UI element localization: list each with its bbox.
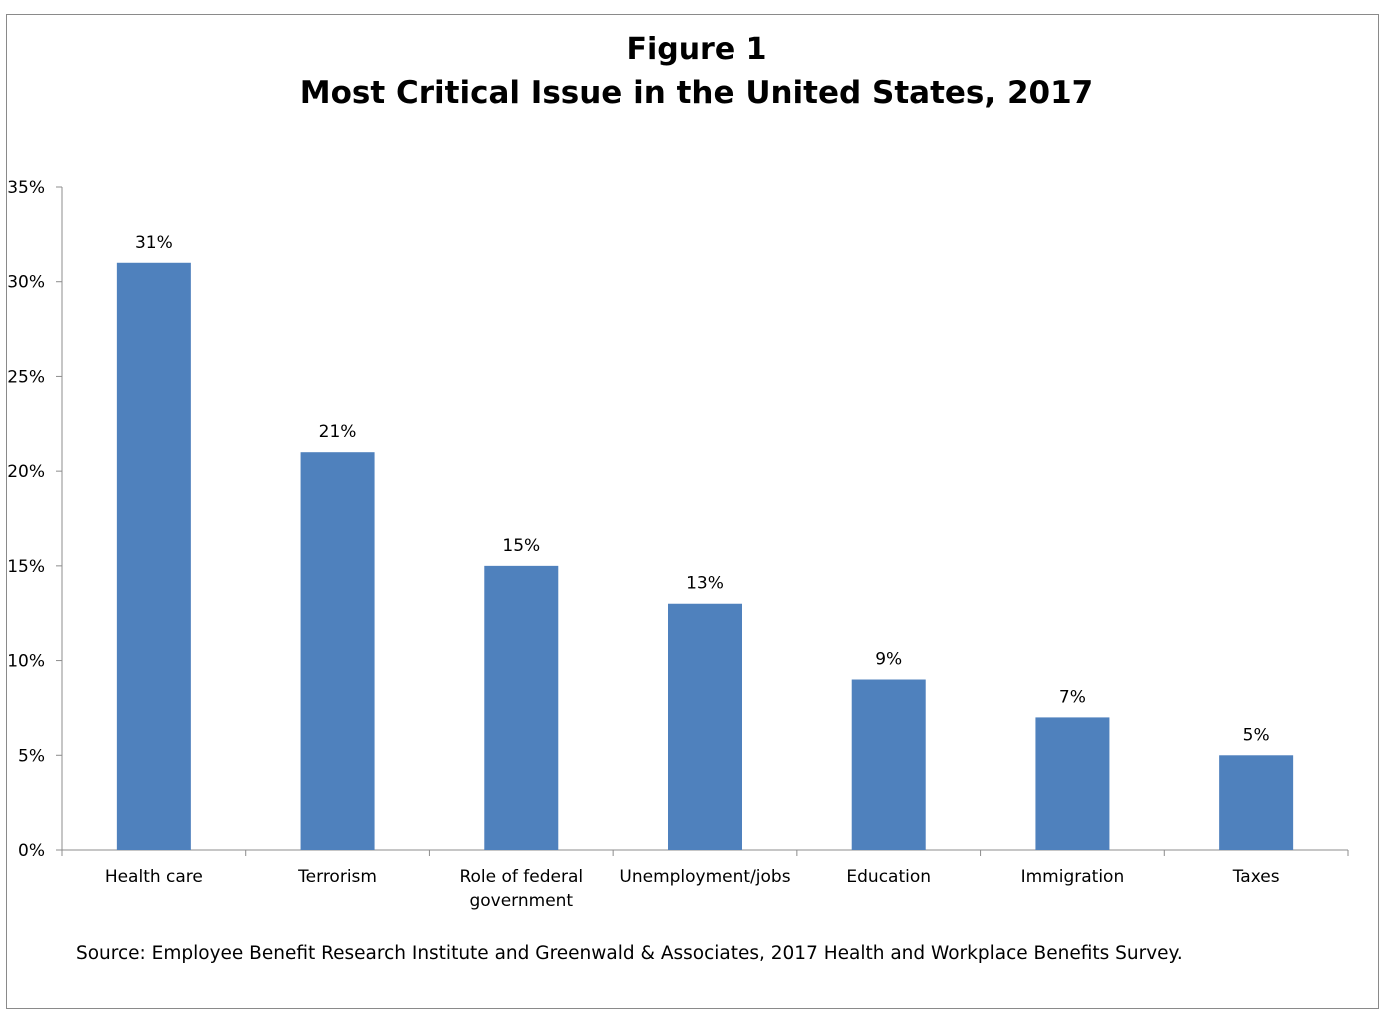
data-label: 21% [319,422,357,442]
bar [300,452,375,850]
data-label: 15% [502,536,540,556]
figure-number: Figure 1 [626,32,767,67]
y-tick-label: 25% [7,367,45,387]
bar [668,603,742,850]
data-label: 5% [1243,725,1270,745]
data-label: 31% [135,233,173,253]
x-category-label: Unemployment/jobs [619,867,790,887]
bar [851,679,926,850]
bar [116,262,191,850]
x-category-label: Education [846,867,931,887]
data-label: 7% [1059,687,1086,707]
chart-main-title: Most Critical Issue in the United States… [299,75,1094,111]
source-note: Source: Employee Benefit Research Instit… [76,943,1183,964]
x-category-label: Terrorism [297,867,377,887]
data-label: 9% [875,650,902,670]
y-tick-label: 15% [7,557,45,577]
y-tick-label: 0% [18,841,45,861]
y-tick-label: 35% [7,178,45,198]
y-tick-label: 10% [7,652,45,672]
x-category-label: Role of federal [459,867,583,887]
y-tick-label: 30% [7,273,45,293]
x-category-label: Immigration [1021,867,1125,887]
x-category-label: Taxes [1232,867,1280,887]
bar [1035,717,1110,850]
y-tick-label: 20% [7,462,45,482]
chart-title: Figure 1 Most Critical Issue in the Unit… [0,30,1393,116]
bar [1219,755,1294,850]
x-category-label: government [469,891,573,911]
y-tick-label: 5% [18,746,45,766]
x-category-label: Health care [105,867,203,887]
bar [484,565,559,850]
data-label: 13% [686,574,724,594]
